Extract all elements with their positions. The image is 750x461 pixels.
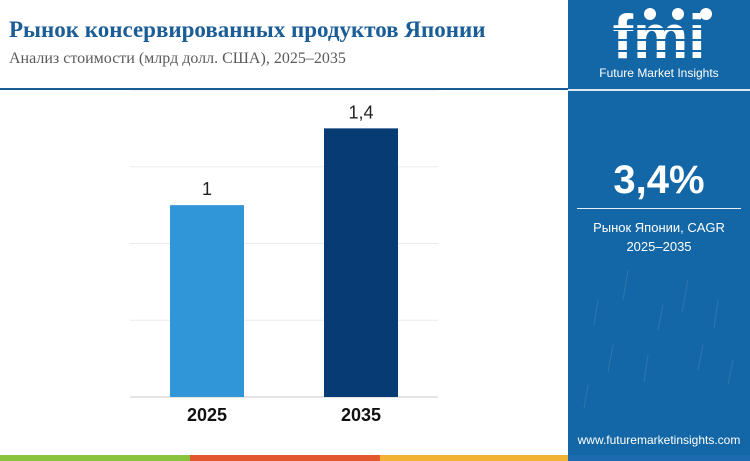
svg-text:fmi: fmi	[613, 6, 706, 66]
cagr-label-line1: Рынок Японии, CAGR	[593, 220, 725, 235]
brand-divider	[568, 89, 750, 91]
website-link[interactable]: www.futuremarketinsights.com	[577, 433, 741, 447]
value-label-2035: 1,4	[348, 102, 373, 122]
bar-2025	[170, 205, 244, 397]
cagr-value: 3,4%	[613, 158, 705, 202]
category-label-2035: 2035	[341, 405, 381, 425]
fmi-logo-mark: fmi	[594, 3, 724, 72]
fmi-logo: fmi	[568, 3, 750, 72]
chart-panel: Рынок консервированных продуктов Японии …	[0, 17, 568, 425]
stripe-segment-yellow	[380, 455, 568, 461]
bottom-color-stripe	[0, 455, 750, 461]
stripe-segment-orange	[190, 455, 380, 461]
bars	[170, 128, 398, 397]
cagr-label: Рынок Японии, CAGR 2025–2035	[568, 218, 750, 256]
value-label-2025: 1	[202, 179, 212, 199]
brand-panel: fmi Future Market Insights 3,4% Рынок Яп…	[568, 0, 750, 455]
cagr-divider	[577, 208, 741, 209]
bar-chart: 1 2025 1,4 2035	[130, 90, 438, 425]
brand-name: Future Market Insights	[599, 66, 719, 80]
stripe-segment-green	[0, 455, 190, 461]
header-divider	[0, 88, 568, 90]
page-subtitle: Анализ стоимости (млрд долл. США), 2025–…	[9, 50, 346, 67]
cagr-label-line2: 2025–2035	[626, 239, 692, 254]
page-title: Рынок консервированных продуктов Японии	[9, 17, 486, 42]
stripe-segment-blue	[568, 455, 750, 461]
labels: 1 2025 1,4 2035	[187, 102, 381, 425]
panel-decoration	[583, 269, 734, 409]
bar-2035	[324, 128, 398, 397]
category-label-2025: 2025	[187, 405, 227, 425]
